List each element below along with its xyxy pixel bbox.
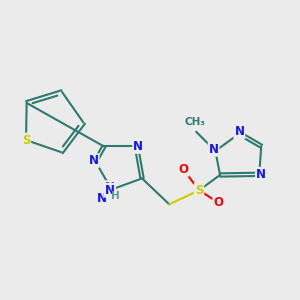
Text: N: N bbox=[88, 154, 99, 167]
Text: O: O bbox=[213, 196, 224, 209]
Text: S: S bbox=[195, 184, 203, 197]
Text: O: O bbox=[178, 163, 188, 176]
Text: N: N bbox=[133, 140, 143, 153]
Text: H: H bbox=[111, 191, 120, 201]
Text: N: N bbox=[97, 192, 107, 205]
Text: N: N bbox=[105, 184, 115, 197]
Text: N: N bbox=[234, 125, 244, 138]
Text: N: N bbox=[256, 168, 266, 181]
Text: CH₃: CH₃ bbox=[185, 118, 206, 128]
Text: N: N bbox=[208, 143, 219, 156]
Text: N: N bbox=[105, 181, 115, 194]
Text: S: S bbox=[22, 134, 30, 147]
